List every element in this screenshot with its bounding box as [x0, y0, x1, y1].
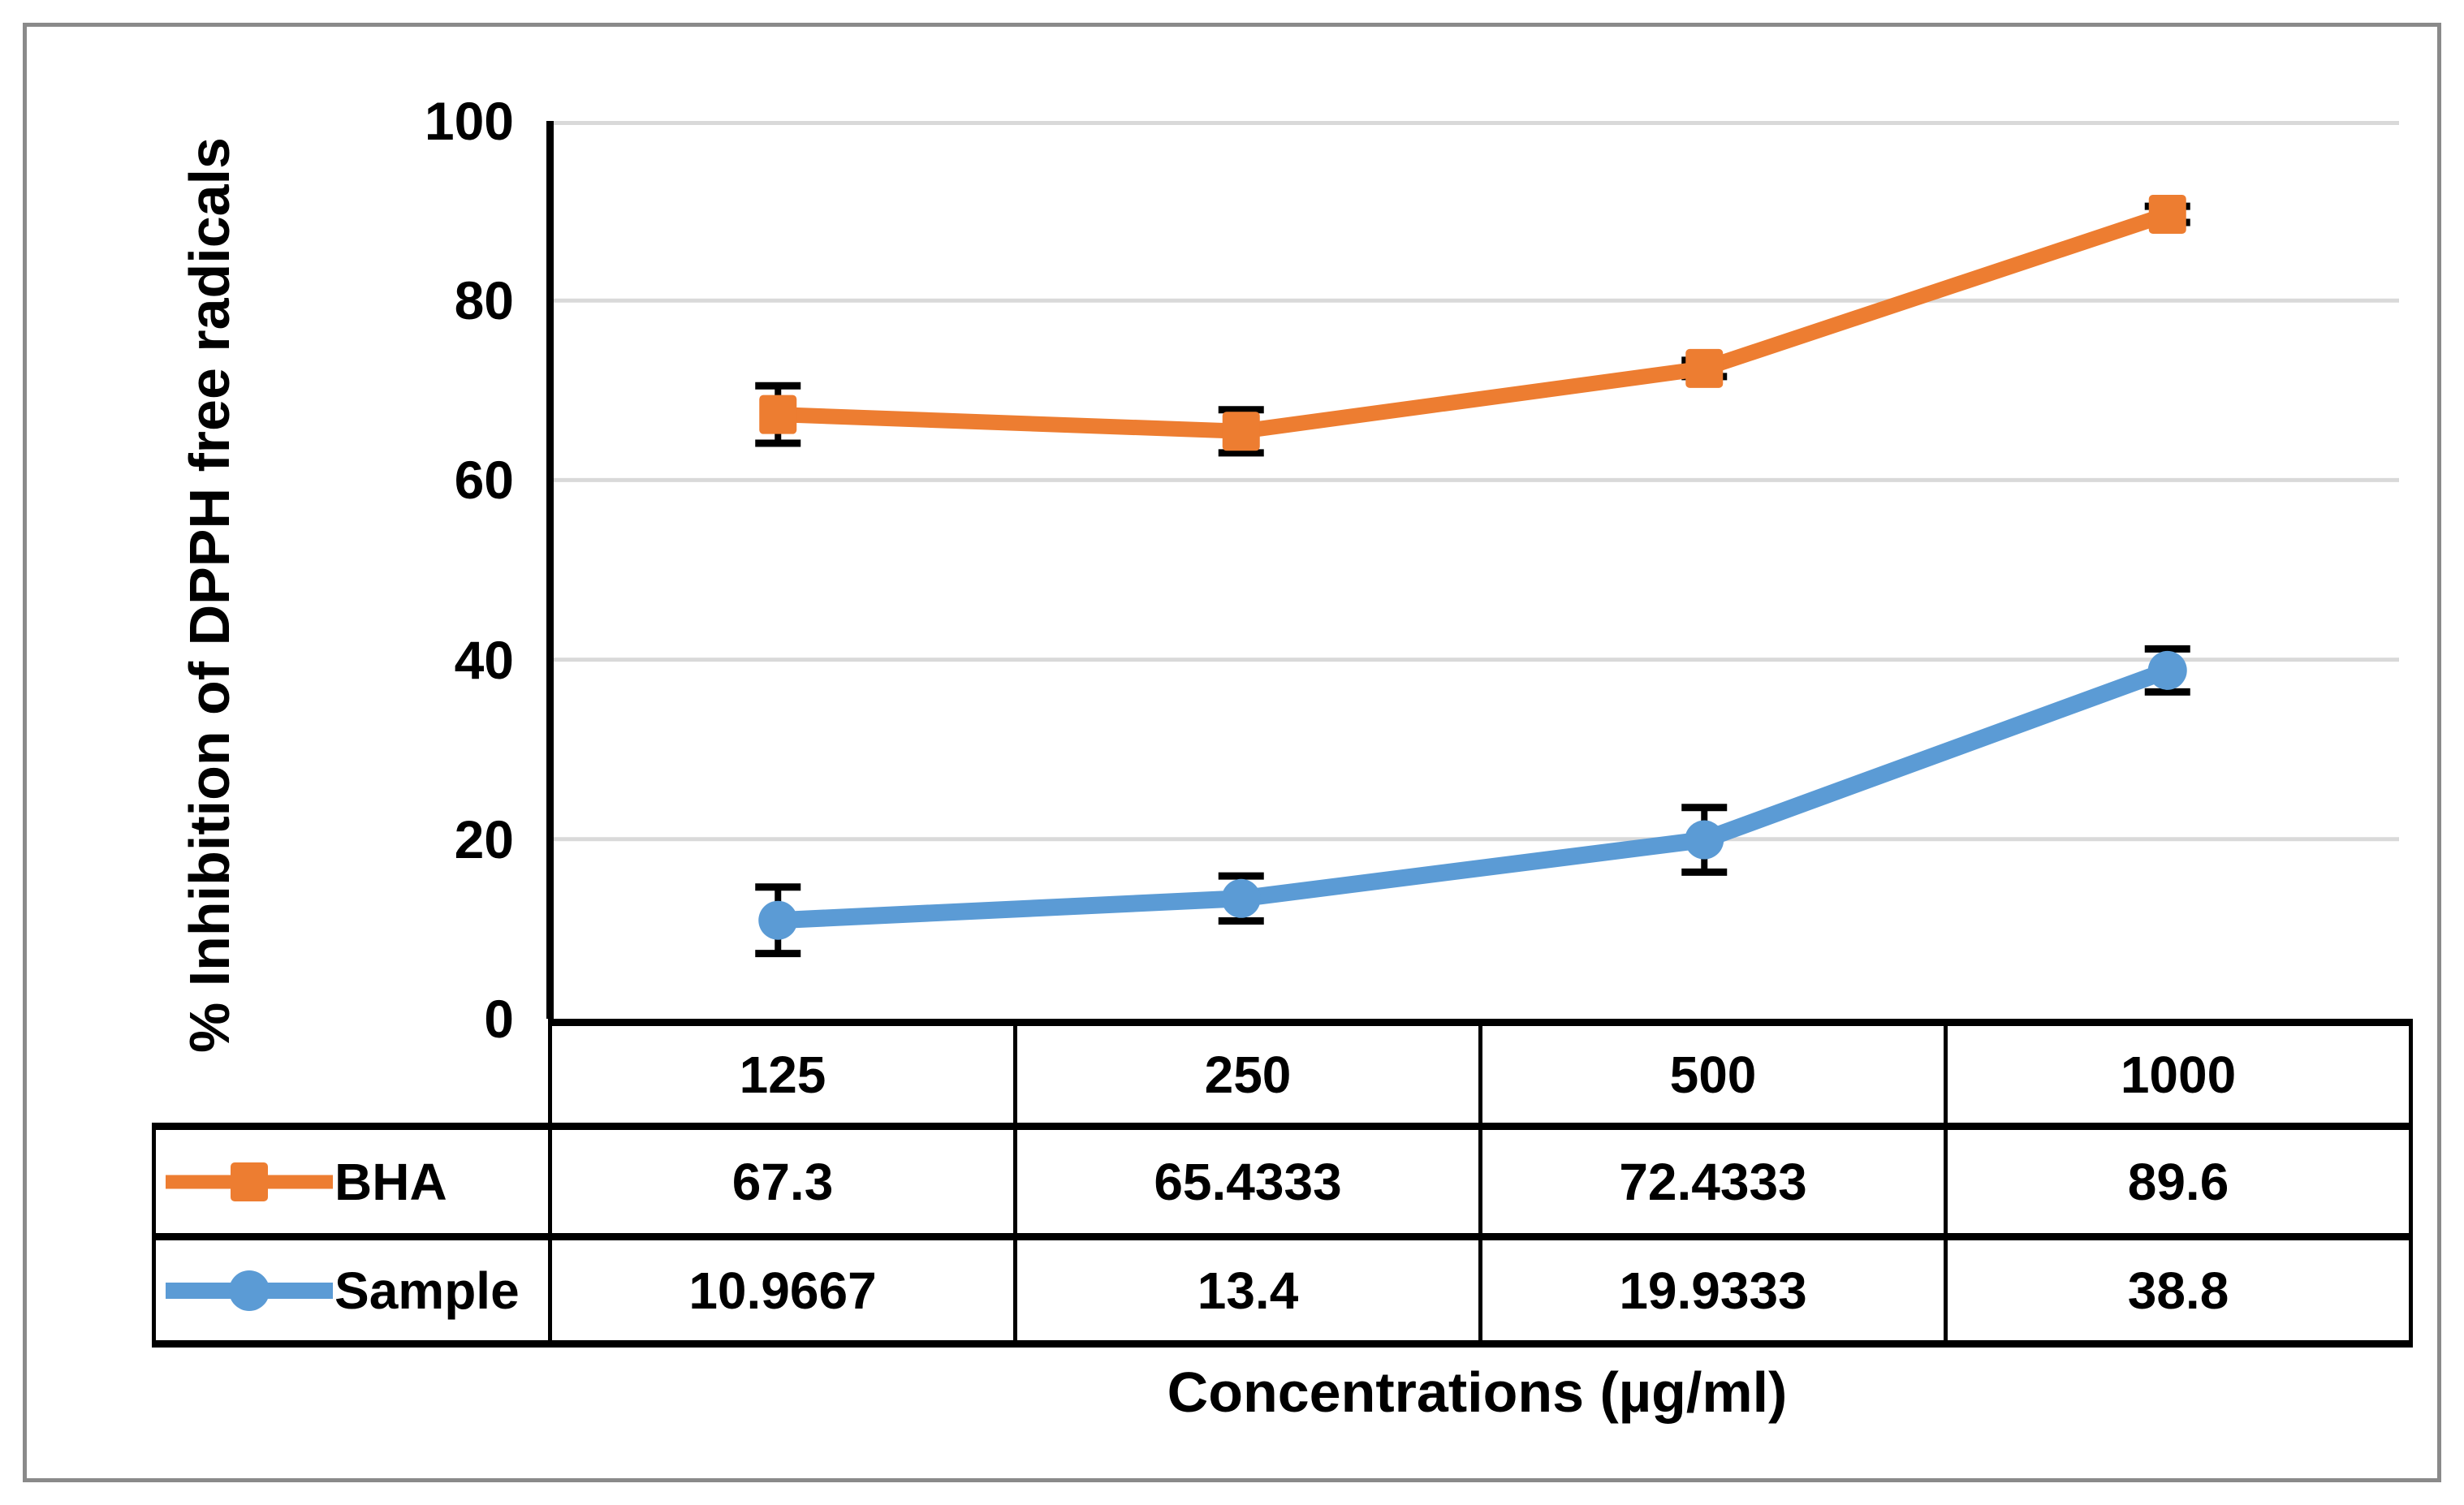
bha-marker-0: [759, 395, 797, 434]
plot-area: [546, 121, 2399, 1019]
sample-legend-cell: Sample: [152, 1233, 552, 1348]
sample-marker-2: [1685, 820, 1724, 860]
sample-marker-3: [2147, 650, 2187, 690]
bha-series-line: [777, 207, 2170, 439]
legend-spacer-cell: [154, 1023, 550, 1127]
x-axis-title: Concentrations (µg/ml): [1167, 1361, 1788, 1424]
table-header-row: 125 250 500 1000: [154, 1019, 2413, 1130]
y-axis-tick-labels: 100 80 60 40 20 0: [352, 92, 514, 1048]
series-value-cell: 19.9333: [1478, 1233, 1948, 1348]
category-cell: 1000: [1944, 1019, 2413, 1130]
series-value-cell: 72.4333: [1478, 1123, 1948, 1240]
series-value-cell: 10.9667: [548, 1233, 1017, 1348]
table-row-sample: Sample 10.9667 13.4 19.9333 38.8: [152, 1233, 2413, 1348]
bha-key-square-marker: [231, 1162, 268, 1201]
y-axis-title: % Inhibition of DPPH free radicals: [178, 137, 241, 1053]
y-tick-label: 0: [484, 988, 514, 1049]
y-tick-label: 20: [454, 809, 514, 869]
sample-series-line: [777, 662, 2171, 929]
sample-marker-0: [758, 900, 798, 940]
sample-key-circle-marker: [229, 1270, 270, 1311]
y-tick-label: 100: [424, 91, 514, 151]
bha-legend-cell: BHA: [152, 1123, 552, 1240]
data-table: 125 250 500 1000 BHA 67.3 65.4333 72.433…: [152, 1019, 2413, 1348]
category-cell: 500: [1478, 1019, 1948, 1130]
series-label-bha: BHA: [334, 1152, 447, 1211]
series-value-cell: 38.8: [1944, 1233, 2413, 1348]
category-cell: 250: [1013, 1019, 1482, 1130]
category-cell: 125: [548, 1019, 1017, 1130]
y-tick-label: 80: [454, 270, 514, 331]
bha-marker-3: [2148, 195, 2186, 235]
y-tick-label: 40: [454, 629, 514, 690]
sample-marker-1: [1221, 878, 1261, 918]
y-tick-label: 60: [454, 450, 514, 511]
series-value-cell: 67.3: [548, 1123, 1017, 1240]
bha-marker-2: [1685, 348, 1724, 388]
series-label-sample: Sample: [334, 1261, 520, 1320]
table-row-bha: BHA 67.3 65.4333 72.4333 89.6: [152, 1123, 2413, 1240]
bha-legend-key: [166, 1162, 333, 1201]
figure-border-frame: % Inhibition of DPPH free radicals 100 8…: [23, 23, 2441, 1482]
sample-legend-key: [166, 1270, 333, 1311]
series-value-cell: 13.4: [1013, 1233, 1482, 1348]
series-value-cell: 65.4333: [1013, 1123, 1482, 1240]
series-value-cell: 89.6: [1944, 1123, 2413, 1240]
bha-marker-1: [1222, 412, 1260, 451]
